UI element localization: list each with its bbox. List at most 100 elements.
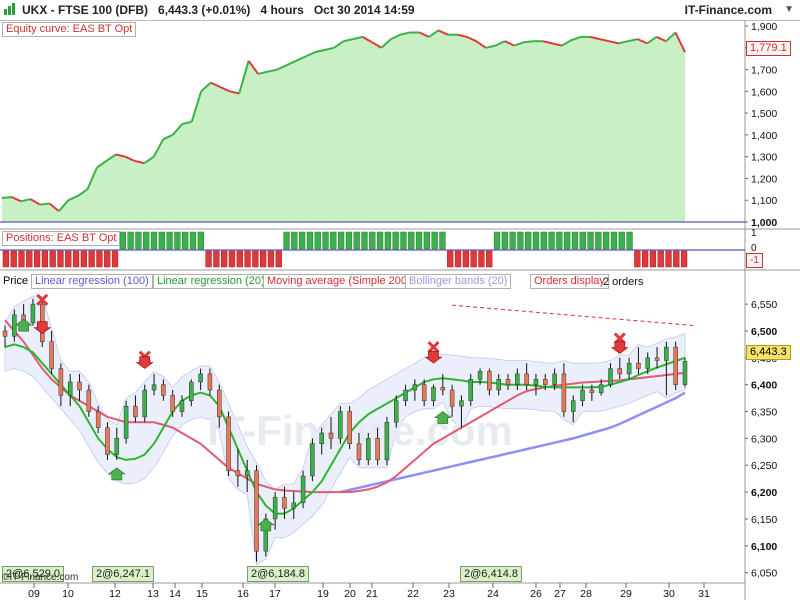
indicator-orders-label[interactable]: Orders display — [530, 274, 609, 289]
equity-tick-label: 1,300 — [751, 152, 777, 164]
buy-arrow-icon — [107, 467, 126, 481]
candle-body — [328, 432, 334, 439]
candle-body — [30, 303, 36, 324]
x-tick-label: 13 — [147, 588, 159, 600]
indicator-sma200-label[interactable]: Moving average (Simple 200) — [263, 274, 415, 289]
candle-body — [77, 381, 82, 391]
candle-body — [58, 368, 64, 396]
candle-body — [431, 387, 436, 402]
equity-line-segment — [674, 32, 686, 53]
candle-body — [440, 387, 446, 391]
candle-body — [49, 341, 54, 369]
position-bar-long — [127, 231, 134, 250]
position-bar-long — [135, 231, 142, 250]
position-bar-short — [478, 250, 485, 268]
candle-body — [515, 373, 520, 385]
price-tick-label: 6,300 — [751, 433, 777, 445]
position-bar-short — [205, 250, 212, 268]
candle-body — [673, 346, 678, 385]
position-bar-short — [462, 250, 469, 268]
position-bar-short — [665, 250, 672, 268]
position-bar-long — [415, 231, 423, 250]
candle-body — [459, 400, 464, 407]
position-bar-long — [322, 231, 329, 250]
position-bar-long — [330, 231, 337, 250]
equity-line-segment — [324, 46, 335, 51]
x-tick-label: 31 — [698, 588, 710, 600]
position-bar-short — [18, 250, 25, 268]
equity-line-segment — [190, 91, 203, 123]
candle-body — [86, 389, 92, 412]
equity-line-segment — [646, 36, 658, 45]
position-bar-long — [174, 231, 181, 250]
candle-body — [617, 368, 623, 375]
positions-tick-label: 0 — [751, 243, 757, 254]
position-bar-long — [298, 231, 306, 250]
position-bar-long — [345, 231, 353, 250]
equity-tick-label: 1,100 — [751, 195, 777, 207]
buy-arrow-icon — [433, 411, 452, 424]
equity-tick-label: 1,700 — [751, 65, 777, 77]
indicator-lr100-label[interactable]: Linear regression (100) — [31, 274, 153, 289]
candle-body — [608, 368, 613, 385]
equity-line-segment — [475, 40, 487, 49]
position-bar-short — [260, 250, 267, 268]
position-bar-short — [26, 250, 33, 268]
equity-line-segment — [457, 33, 468, 38]
exit-cross-icon — [36, 293, 49, 306]
position-bar-short — [228, 250, 236, 268]
equity-line-segment — [305, 51, 316, 58]
equity-line-segment — [561, 39, 572, 47]
position-bar-long — [353, 231, 360, 250]
position-bar-long — [556, 231, 563, 250]
equity-line-segment — [276, 64, 288, 71]
candle-body — [216, 389, 222, 418]
indicator-lr20-label[interactable]: Linear regression (20) — [153, 274, 269, 289]
equity-line-segment — [437, 29, 449, 36]
price-tick-label: 6,250 — [751, 460, 777, 472]
equity-line-segment — [618, 40, 629, 45]
sell-arrow-icon — [33, 321, 52, 335]
footer-brand: ©IT-Finance.com — [2, 572, 79, 583]
position-bar-short — [236, 250, 243, 268]
candle-body — [179, 400, 185, 412]
candle-body — [626, 362, 632, 375]
buy-arrow-icon — [256, 518, 275, 532]
equity-line-segment — [608, 40, 619, 45]
equity-line-segment — [589, 35, 600, 41]
equity-line-segment — [257, 70, 268, 75]
position-bar-long — [493, 231, 501, 250]
equity-line-segment — [86, 167, 98, 190]
equity-line-segment — [67, 194, 79, 202]
position-bar-long — [400, 231, 407, 250]
equity-line-segment — [390, 33, 401, 41]
candle-body — [682, 361, 688, 385]
order-tag[interactable]: 2@6,247.1 — [92, 566, 154, 582]
candle-body — [570, 400, 576, 412]
position-bar-long — [618, 231, 625, 250]
candle-body — [505, 379, 511, 385]
menu-caret-icon[interactable]: ▼ — [784, 4, 794, 15]
price-tick-label: 6,350 — [751, 407, 777, 419]
candle-body — [543, 379, 548, 385]
price-panel-label: Price — [3, 275, 29, 287]
positions-tick-label: 1 — [751, 228, 757, 239]
candle-body — [552, 373, 557, 385]
candle-body — [300, 475, 306, 504]
position-bar-short — [673, 250, 680, 268]
indicator-bollinger-label[interactable]: Bollinger bands (20) — [405, 274, 512, 289]
sell-arrow-icon — [424, 350, 443, 364]
candle-body — [198, 373, 203, 383]
candle-body — [151, 384, 157, 391]
equity-line-segment — [343, 38, 354, 43]
price-tick-label: 6,200 — [751, 487, 777, 499]
position-bar-short — [447, 250, 454, 268]
candle-body — [487, 370, 492, 391]
order-tag[interactable]: 2@6,184.8 — [247, 566, 309, 582]
candle-body — [449, 389, 455, 407]
order-tag[interactable]: 2@6,414.8 — [460, 566, 522, 582]
order-tag[interactable]: 2@6,529.0 — [2, 566, 64, 582]
position-bar-long — [337, 231, 345, 250]
candle-body — [421, 384, 427, 402]
